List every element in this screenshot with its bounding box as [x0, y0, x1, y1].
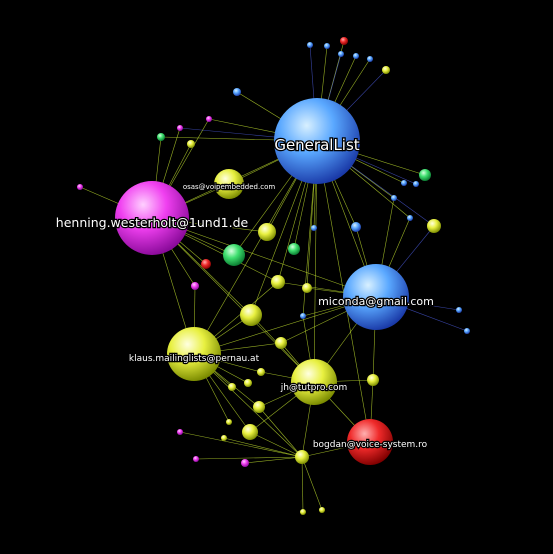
minor-node[interactable] [157, 133, 165, 141]
minor-node[interactable] [353, 53, 359, 59]
minor-node[interactable] [242, 424, 258, 440]
minor-node[interactable] [319, 507, 325, 513]
labels-layer: GeneralList henning.westerholt@1und1.de … [55, 135, 436, 452]
edge [301, 456, 304, 513]
minor-node[interactable] [456, 307, 462, 313]
edge [301, 456, 323, 511]
minor-node[interactable] [427, 219, 441, 233]
minor-node[interactable] [300, 313, 306, 319]
minor-node[interactable] [206, 116, 212, 122]
label-klaus: klaus.mailinglists@pernau.at [129, 354, 260, 364]
edge [249, 431, 303, 458]
node-henning[interactable] [115, 181, 189, 255]
minor-node[interactable] [221, 435, 227, 441]
node-jh[interactable] [291, 359, 337, 405]
label-jh: jh@tutpro.com [280, 383, 348, 393]
minor-node[interactable] [419, 169, 431, 181]
edge [223, 437, 303, 458]
minor-node[interactable] [367, 56, 373, 62]
edge [179, 431, 303, 458]
minor-node[interactable] [338, 51, 344, 57]
minor-node[interactable] [307, 42, 313, 48]
label-miconda: miconda@gmail.com [318, 295, 434, 308]
minor-node[interactable] [253, 401, 265, 413]
minor-node[interactable] [191, 282, 199, 290]
major-nodes-layer [115, 98, 409, 465]
minor-node[interactable] [201, 259, 211, 269]
minor-node[interactable] [302, 283, 312, 293]
minor-node[interactable] [193, 456, 199, 462]
minor-node[interactable] [258, 223, 276, 241]
edge [151, 217, 315, 383]
node-miconda[interactable] [343, 264, 409, 330]
minor-node[interactable] [233, 88, 241, 96]
node-bogdan[interactable] [347, 419, 393, 465]
edge [258, 406, 303, 458]
minor-node[interactable] [367, 374, 379, 386]
node-generallist[interactable] [274, 98, 360, 184]
label-bogdan: bogdan@voice-system.ro [313, 440, 428, 450]
minor-node[interactable] [401, 180, 407, 186]
minor-node[interactable] [240, 304, 262, 326]
minor-node[interactable] [177, 125, 183, 131]
minor-node[interactable] [257, 368, 265, 376]
minor-node[interactable] [226, 419, 232, 425]
label-generallist: GeneralList [274, 136, 359, 154]
minor-node[interactable] [340, 37, 348, 45]
minor-node[interactable] [311, 225, 317, 231]
minor-node[interactable] [413, 181, 419, 187]
minor-node[interactable] [223, 244, 245, 266]
minor-node[interactable] [464, 328, 470, 334]
minor-node[interactable] [324, 43, 330, 49]
minor-node[interactable] [288, 243, 300, 255]
minor-node[interactable] [77, 184, 83, 190]
minor-node[interactable] [300, 509, 306, 515]
minor-node[interactable] [382, 66, 390, 74]
edge [195, 456, 303, 460]
minor-node[interactable] [177, 429, 183, 435]
minor-node[interactable] [275, 337, 287, 349]
minor-node[interactable] [244, 379, 252, 387]
node-osas[interactable] [214, 169, 244, 199]
edge [151, 217, 377, 298]
minor-node[interactable] [187, 140, 195, 148]
minor-node[interactable] [407, 215, 413, 221]
minor-node[interactable] [228, 383, 236, 391]
minor-node[interactable] [271, 275, 285, 289]
minor-nodes-layer [77, 37, 470, 515]
minor-node[interactable] [295, 450, 309, 464]
label-osas: osas@voipembedded.com [183, 183, 276, 191]
minor-node[interactable] [391, 195, 397, 201]
label-henning: henning.westerholt@1und1.de [56, 215, 249, 230]
minor-node[interactable] [351, 222, 361, 232]
edge [244, 456, 303, 464]
minor-node[interactable] [241, 459, 249, 467]
node-klaus[interactable] [167, 327, 221, 381]
